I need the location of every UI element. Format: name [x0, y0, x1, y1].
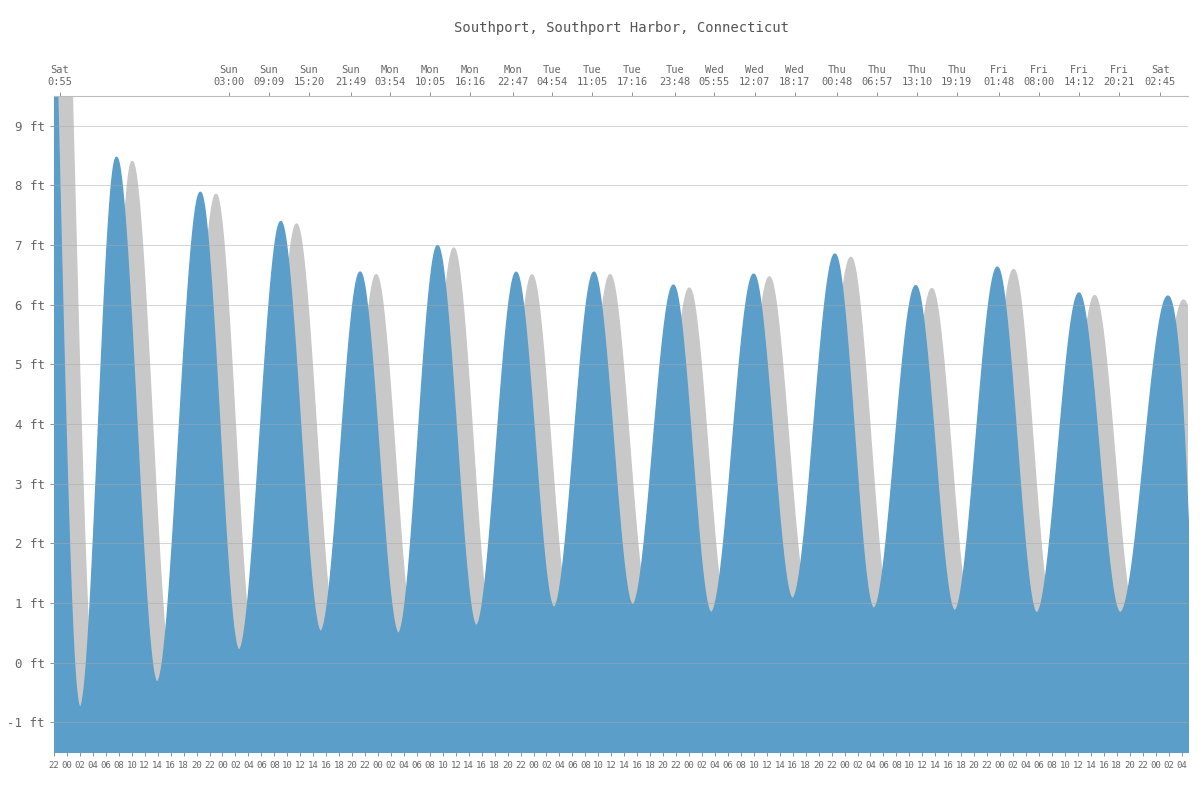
Title: Southport, Southport Harbor, Connecticut: Southport, Southport Harbor, Connecticut: [454, 21, 788, 35]
